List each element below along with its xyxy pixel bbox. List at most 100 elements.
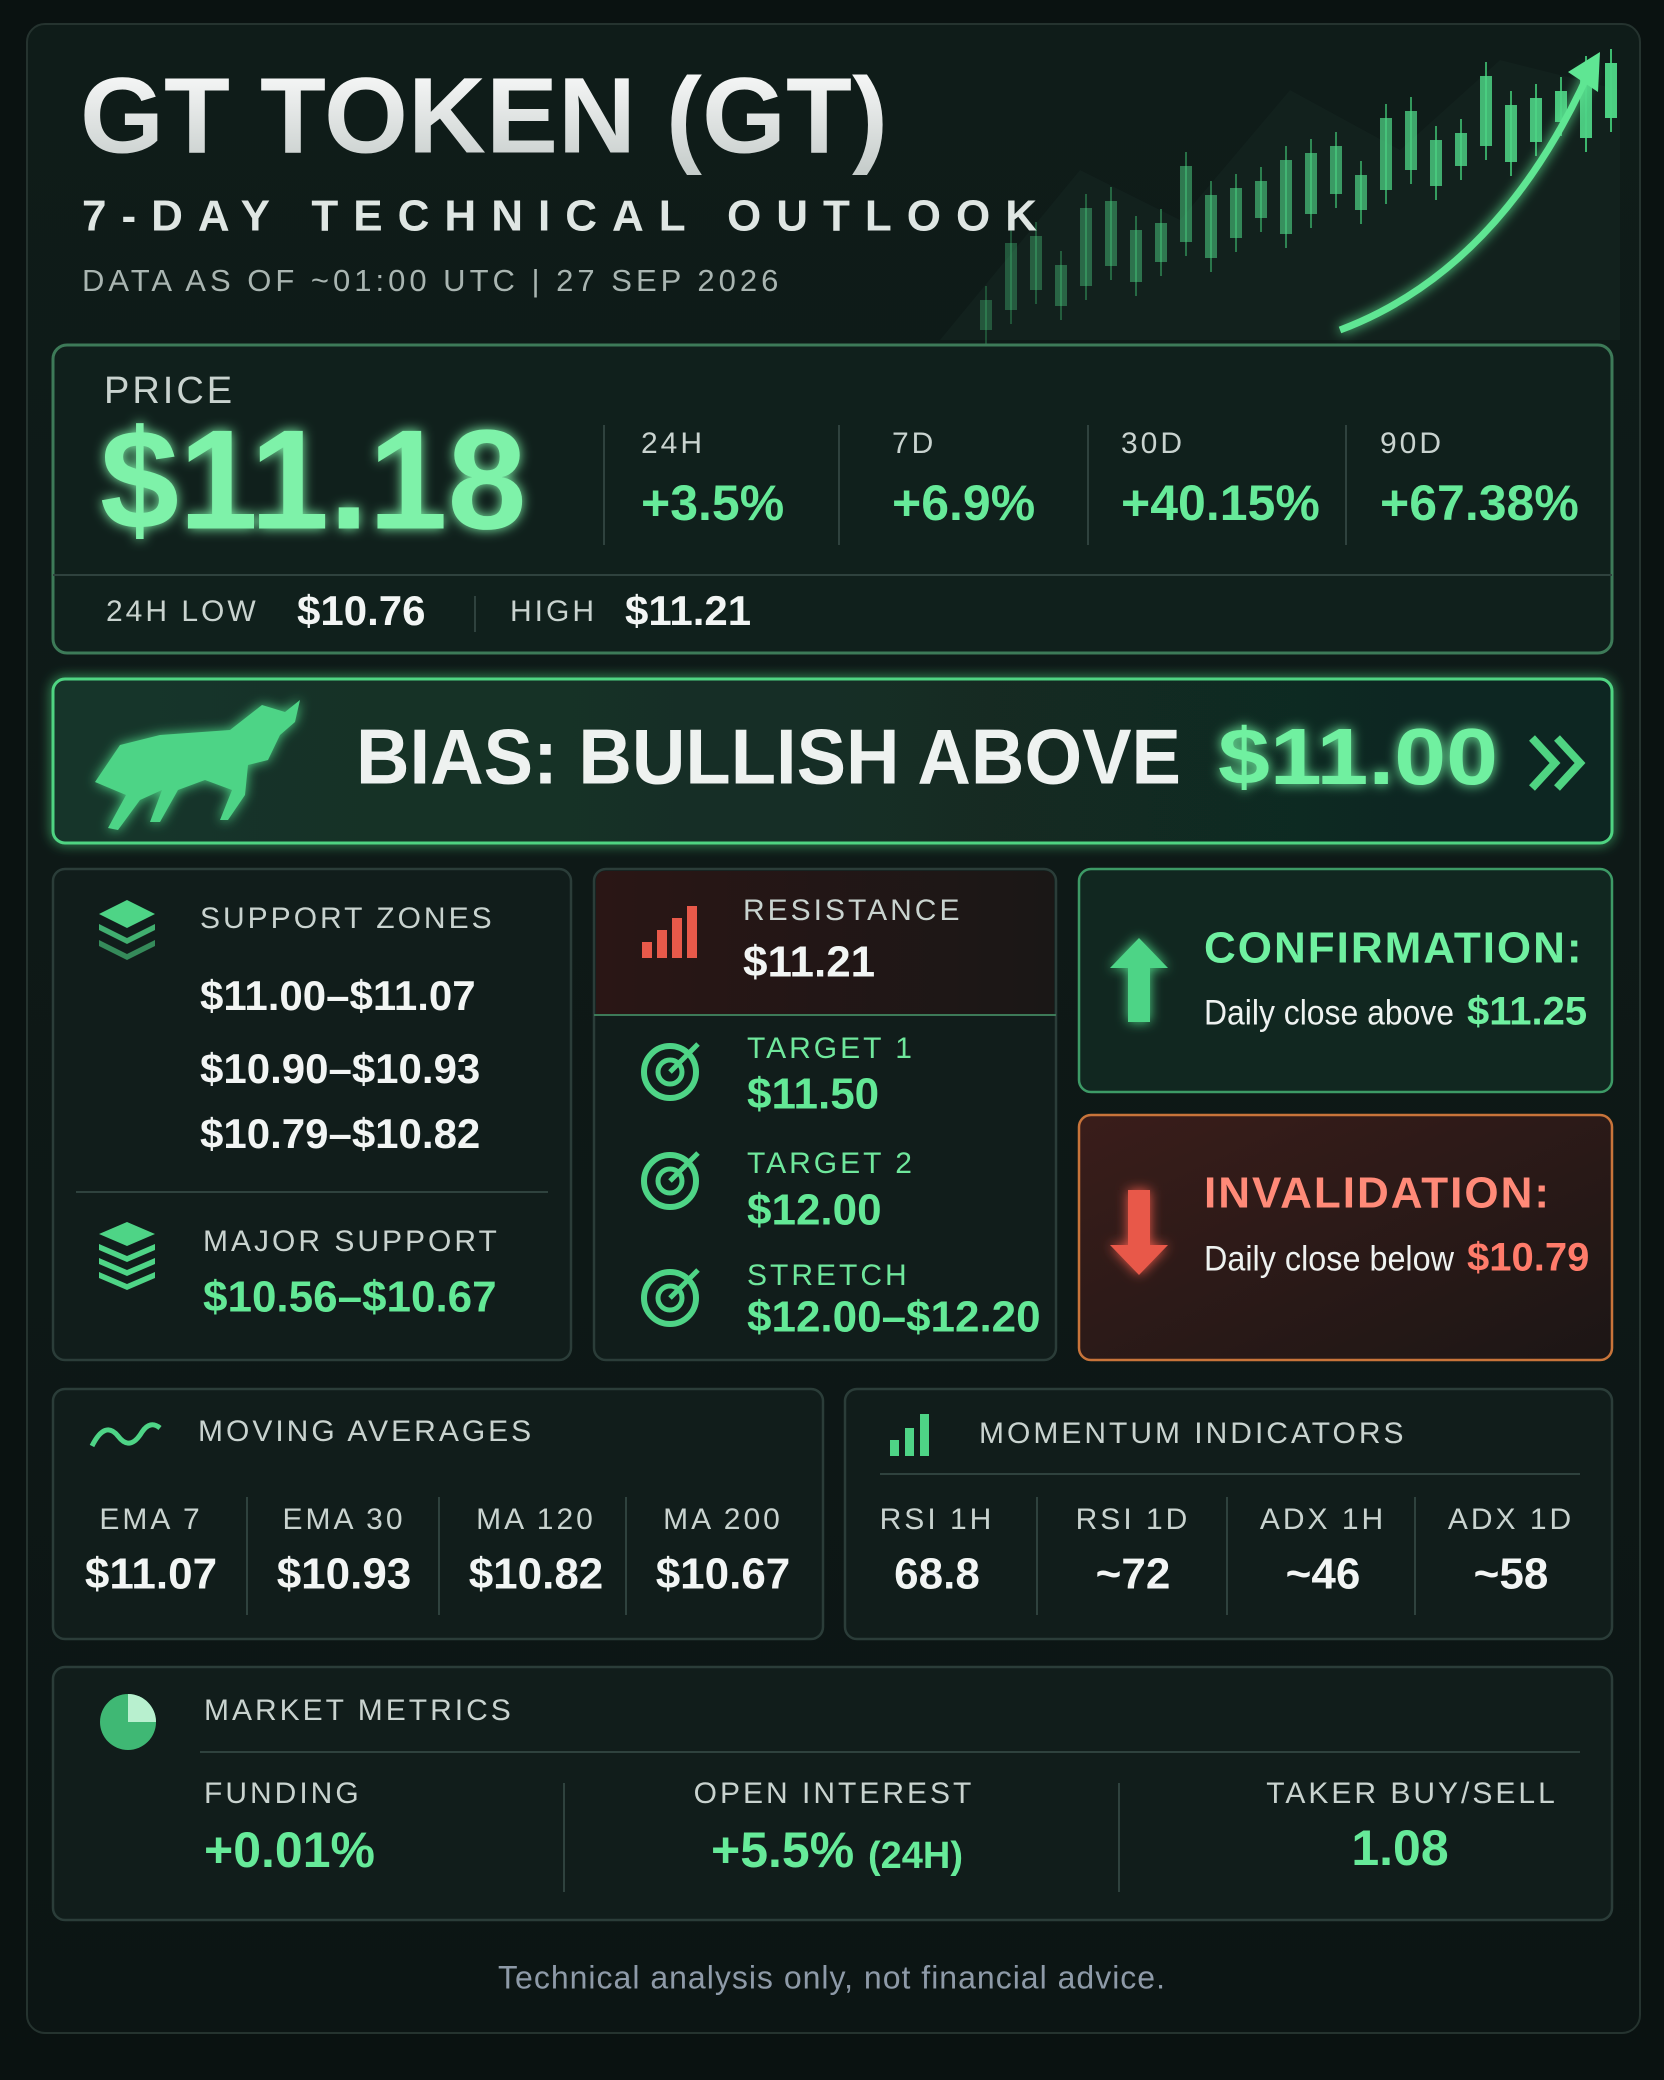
high-value: $11.21: [625, 587, 751, 634]
metric-value: +0.01%: [204, 1822, 375, 1878]
target-label: TARGET 1: [747, 1032, 915, 1065]
target-arrow: [668, 1268, 700, 1300]
change-value: +3.5%: [641, 475, 784, 531]
metrics-card: [51, 1665, 1614, 1922]
candle-body: [1330, 146, 1342, 194]
candle-body: [1180, 166, 1192, 242]
chevrons: [1529, 735, 1586, 791]
candle-body: [1455, 133, 1467, 166]
target-value: $11.50: [747, 1070, 879, 1119]
change-value: +67.38%: [1380, 475, 1579, 531]
candle-body: [1205, 195, 1217, 258]
confirmation-level: $11.25: [1467, 990, 1587, 1034]
target-icon: [641, 1269, 699, 1327]
bull-icon: [95, 700, 300, 830]
ma-label: EMA 7: [99, 1503, 202, 1536]
candle-body: [1505, 105, 1517, 162]
wave-icon: [89, 1422, 162, 1448]
candle-body: [1430, 140, 1442, 186]
ma-value: $10.82: [469, 1550, 604, 1599]
up-arrow: [1110, 938, 1168, 1022]
confirmation-card: [1077, 867, 1614, 1094]
candle-body: [980, 300, 992, 330]
momentum-title: MOMENTUM INDICATORS: [979, 1417, 1407, 1450]
resistance-value: $11.21: [743, 938, 875, 987]
target-icon: [641, 1043, 699, 1101]
metric-label: TAKER BUY/SELL: [1266, 1777, 1558, 1810]
metric-label: FUNDING: [204, 1777, 362, 1810]
footer: Technical analysis only, not financial a…: [498, 1959, 1166, 1995]
momentum-value: ~46: [1286, 1550, 1361, 1599]
metric-label: OPEN INTEREST: [694, 1777, 975, 1810]
target-arrow: [668, 1151, 700, 1183]
candle-body: [1255, 181, 1267, 218]
candle-body: [1355, 175, 1367, 210]
candle-body: [1480, 76, 1492, 146]
change-period: 24H: [641, 427, 705, 460]
ma-value: $11.07: [85, 1550, 217, 1599]
major-value: $10.56–$10.67: [203, 1273, 497, 1322]
metric-value: +5.5%: [711, 1822, 854, 1878]
target-icon: [655, 1283, 685, 1313]
support-zone: $10.90–$10.93: [200, 1045, 480, 1092]
ma-value: $10.93: [277, 1550, 412, 1599]
candle-body: [1005, 243, 1017, 310]
candle-decoration: [980, 49, 1617, 344]
momentum-icon: [890, 1414, 929, 1456]
candle-body: [1030, 236, 1042, 290]
low-label: 24H LOW: [106, 595, 259, 628]
candle-body: [1380, 118, 1392, 190]
data-date: DATA AS OF ~01:00 UTC | 27 SEP 2026: [82, 263, 782, 298]
ma-title: MOVING AVERAGES: [198, 1415, 534, 1448]
momentum-label: ADX 1D: [1448, 1503, 1574, 1536]
ma-label: MA 120: [476, 1503, 596, 1536]
invalidation-level: $10.79: [1467, 1236, 1589, 1280]
momentum-value: ~58: [1474, 1550, 1549, 1599]
target-label: STRETCH: [747, 1259, 910, 1292]
bias-label: BIAS: BULLISH ABOVE: [356, 713, 1181, 801]
ma-label: EMA 30: [282, 1503, 405, 1536]
target-arrow: [668, 1042, 700, 1074]
trend-arrow-head: [1568, 52, 1600, 92]
candle-body: [1080, 208, 1092, 286]
change-value: +6.9%: [892, 475, 1035, 531]
support-title: SUPPORT ZONES: [200, 902, 495, 935]
candle-body: [1130, 230, 1142, 282]
bias-banner: [51, 677, 1614, 845]
high-label: HIGH: [510, 595, 597, 628]
ma-label: MA 200: [663, 1503, 783, 1536]
momentum-label: RSI 1H: [880, 1503, 995, 1536]
trend-arrow: [1338, 68, 1594, 334]
change-period: 30D: [1121, 427, 1185, 460]
metrics-title: MARKET METRICS: [204, 1694, 514, 1727]
down-arrow: [1110, 1190, 1168, 1275]
momentum-label: RSI 1D: [1076, 1503, 1191, 1536]
price-label: PRICE: [104, 370, 235, 412]
invalidation-title: INVALIDATION:: [1204, 1169, 1551, 1218]
subtitle: 7-DAY TECHNICAL OUTLOOK: [82, 192, 1052, 241]
target-icon: [641, 1152, 699, 1210]
candle-body: [1405, 111, 1417, 170]
candle-body: [1605, 63, 1617, 118]
metric-value: 1.08: [1351, 1820, 1448, 1876]
bar-icon: [642, 906, 697, 958]
resistance-title: RESISTANCE: [743, 894, 962, 927]
candle-body: [1055, 265, 1067, 306]
momentum-value: 68.8: [894, 1550, 980, 1599]
momentum-value: ~72: [1096, 1550, 1171, 1599]
candle-body: [1280, 160, 1292, 234]
support-zone: $10.79–$10.82: [200, 1110, 480, 1157]
confirmation-text: Daily close above: [1204, 993, 1454, 1032]
target-value: $12.00: [747, 1186, 882, 1235]
candle-body: [1230, 188, 1242, 238]
support-card: [51, 867, 573, 1362]
candle-body: [1105, 201, 1117, 266]
candle-body: [1305, 153, 1317, 214]
invalidation-card: [1077, 1113, 1614, 1362]
layers-icon: [99, 900, 155, 960]
price-value: $11.18: [100, 401, 527, 560]
candle-body: [1530, 98, 1542, 142]
change-period: 90D: [1380, 427, 1444, 460]
resistance-header: [596, 871, 1054, 1015]
